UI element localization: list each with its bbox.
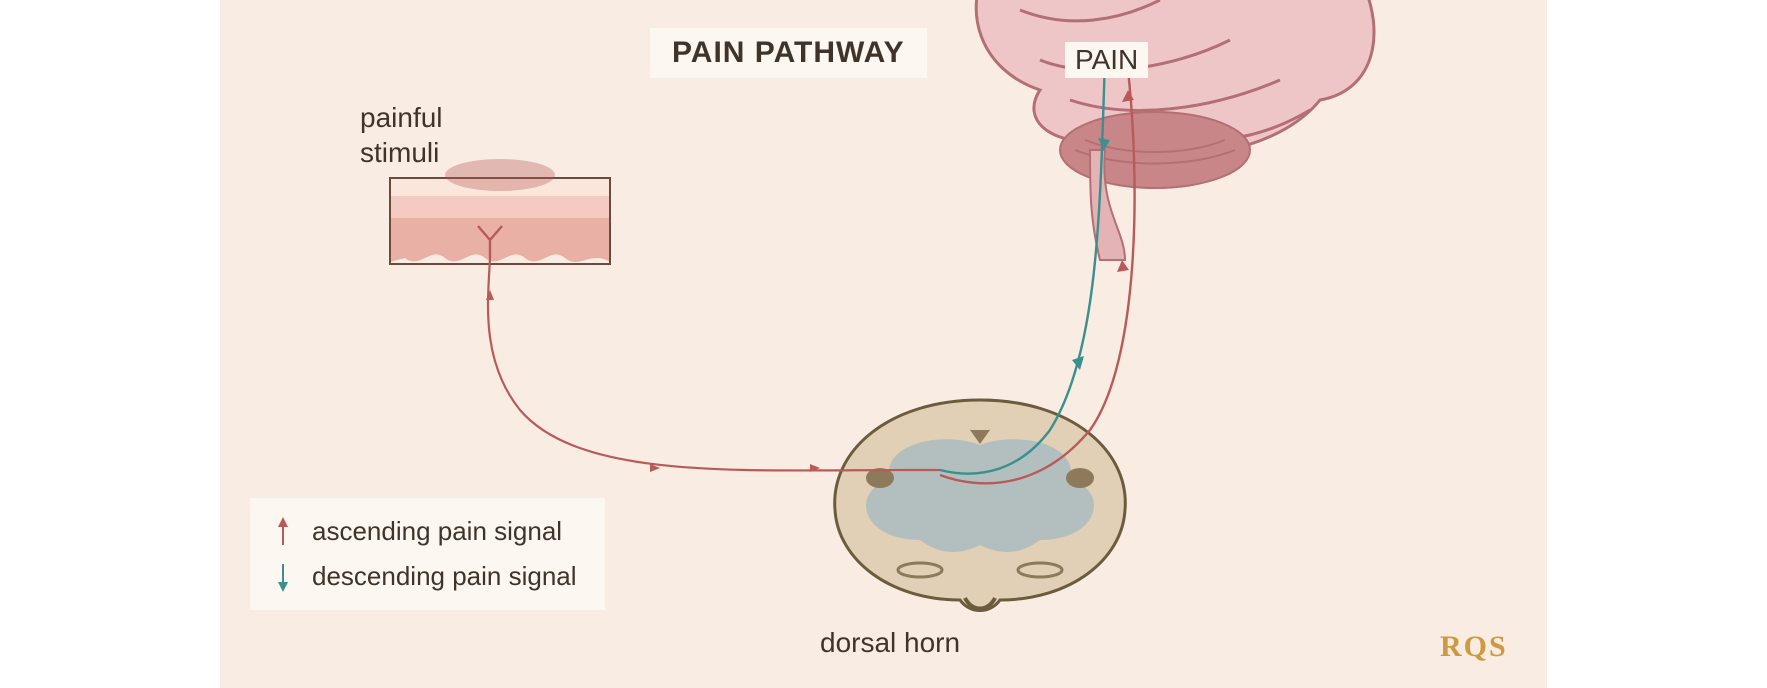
spinal-cord-cross-section (835, 400, 1126, 611)
legend-label: ascending pain signal (312, 516, 562, 547)
watermark-logo: RQS (1440, 630, 1508, 664)
diagram-stage: PAIN PATHWAY PAIN painful stimuli dorsal… (220, 0, 1547, 688)
label-dorsal-horn: dorsal horn (820, 625, 960, 660)
legend-row: ascending pain signal (272, 516, 577, 547)
legend-box: ascending pain signal descending pain sig… (250, 498, 605, 610)
legend-row: descending pain signal (272, 561, 577, 592)
label-painful-stimuli: painful stimuli (360, 100, 443, 170)
diagram-title: PAIN PATHWAY (650, 28, 927, 78)
label-line: stimuli (360, 137, 439, 168)
pain-badge: PAIN (1065, 42, 1148, 78)
legend-label: descending pain signal (312, 561, 577, 592)
arrow-down-icon (272, 562, 294, 592)
label-line: painful (360, 102, 443, 133)
arrow-up-icon (272, 517, 294, 547)
